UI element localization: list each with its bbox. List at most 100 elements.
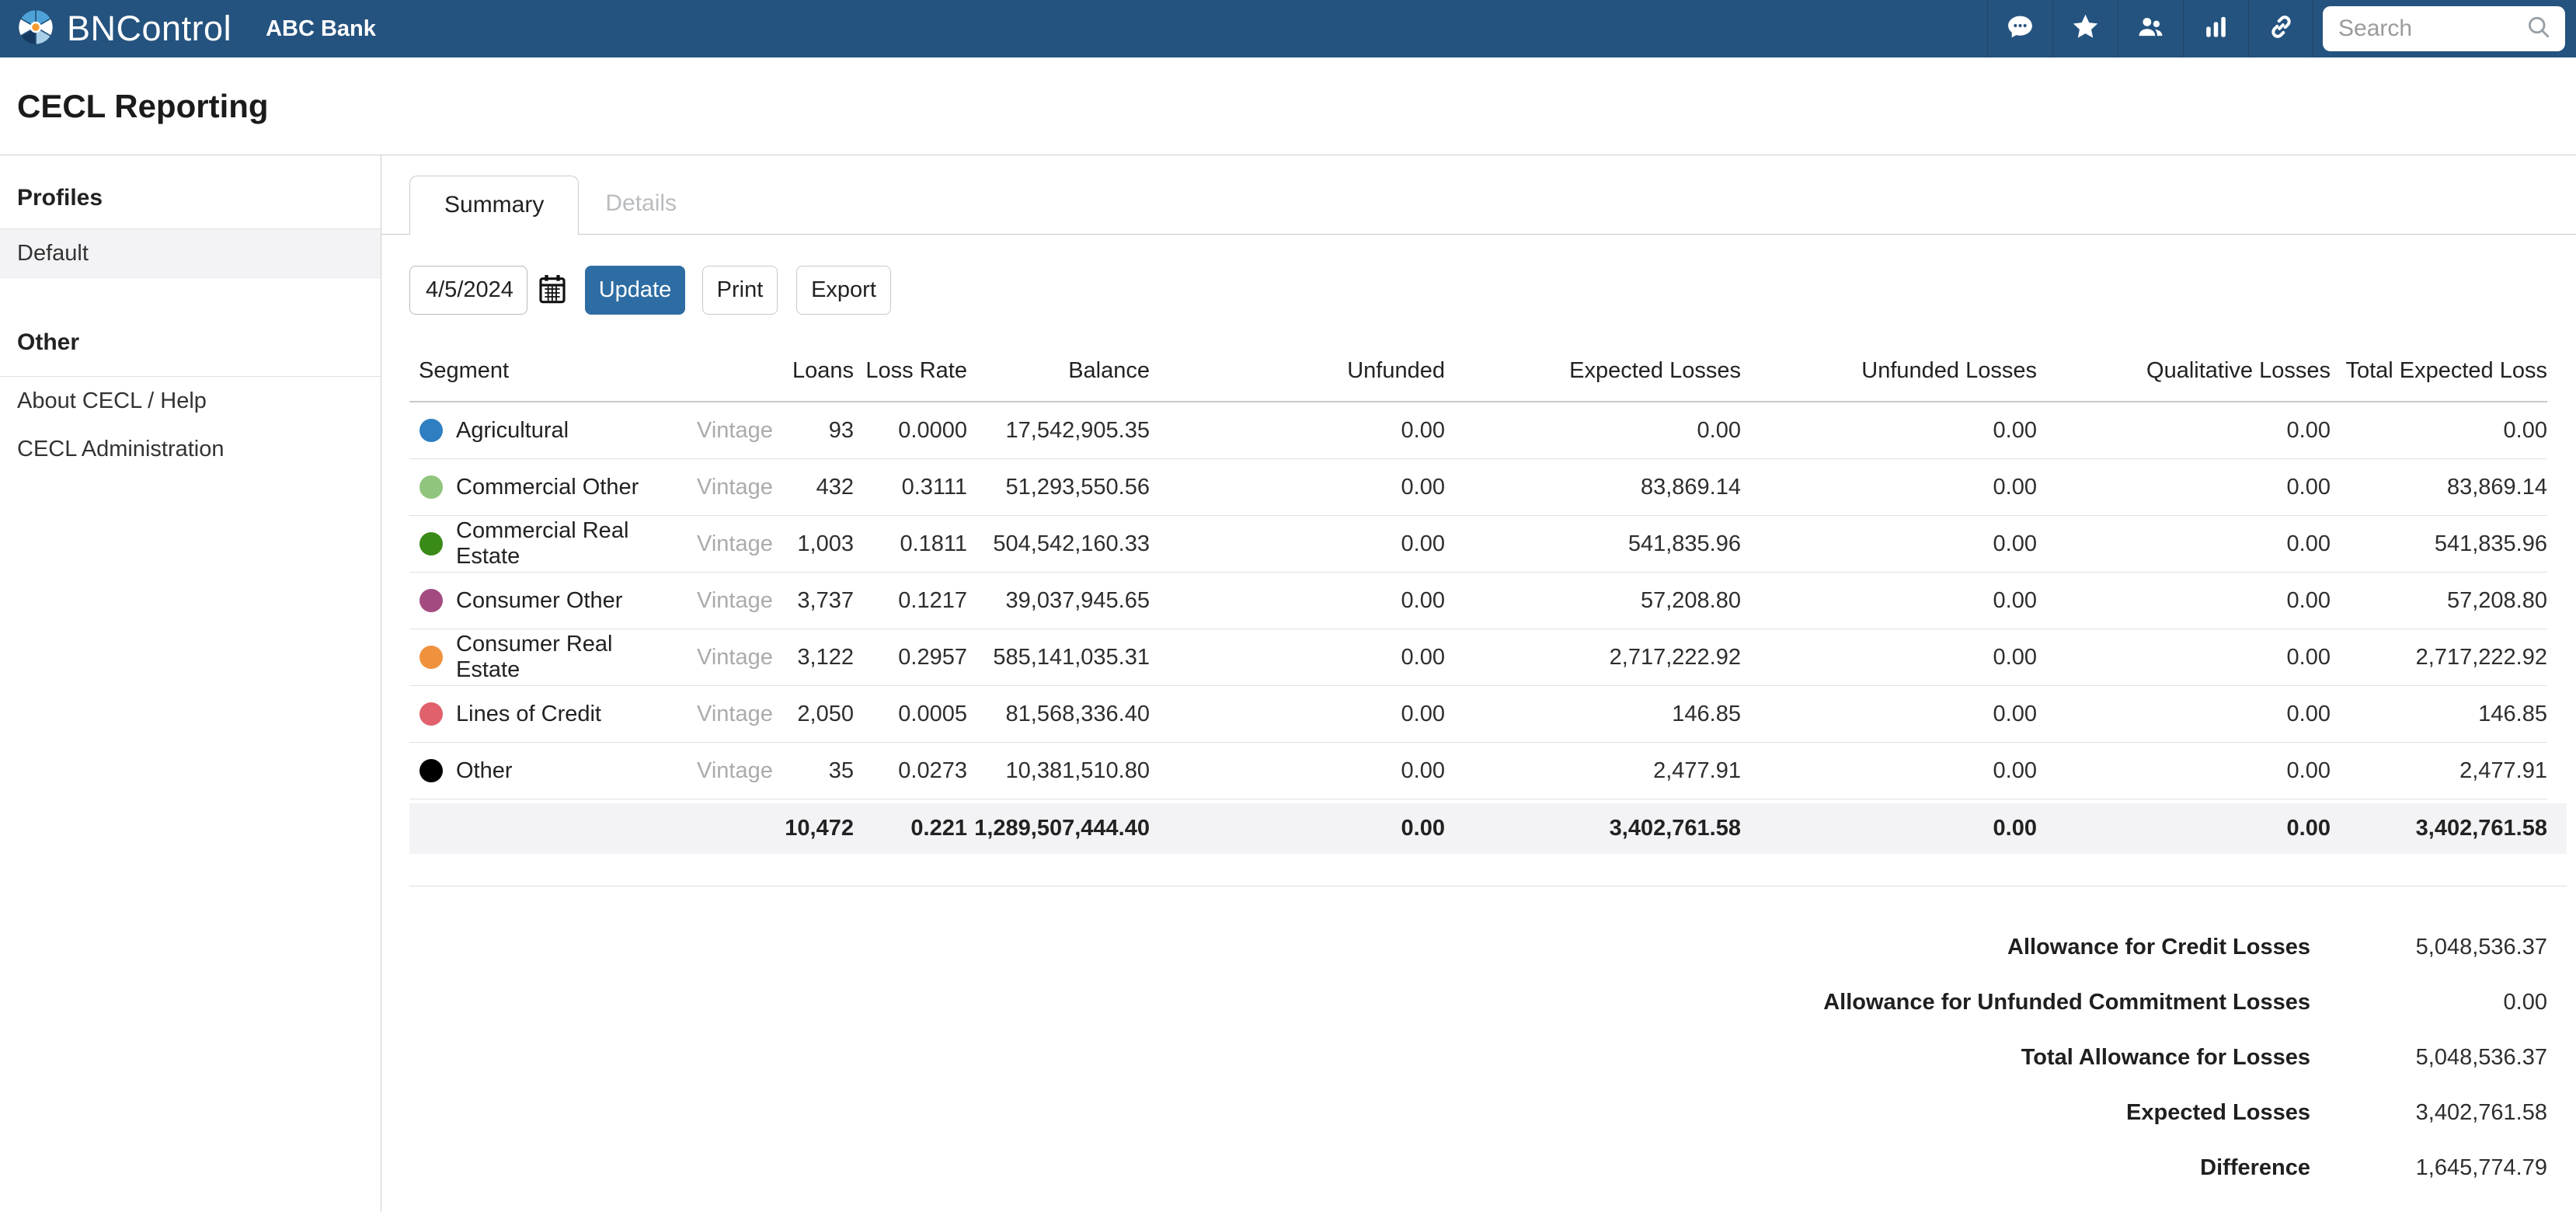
balance-value: 39,037,945.65 xyxy=(1005,587,1150,613)
unfunded-losses-value: 0.00 xyxy=(1993,531,2037,556)
table-row[interactable]: Consumer Real Estate Vintage 3,122 0.295… xyxy=(409,629,2547,686)
qualitative-losses-value: 0.00 xyxy=(2286,644,2331,670)
summary-label: Total Allowance for Losses xyxy=(2021,1045,2310,1070)
summary-row: Expected Losses 3,402,761.58 xyxy=(409,1085,2547,1141)
expected-losses-value: 0.00 xyxy=(1697,417,1741,443)
total-expected-loss-value: 83,869.14 xyxy=(2446,474,2547,500)
summary-row: Total Allowance for Losses 5,048,536.37 xyxy=(409,1030,2547,1085)
links-button[interactable] xyxy=(2248,0,2313,57)
summary-row: Allowance for Credit Losses 5,048,536.37 xyxy=(409,920,2547,975)
segment-color-dot xyxy=(419,419,443,442)
summary-value: 1,645,774.79 xyxy=(2415,1155,2547,1180)
loss-rate-value: 0.0000 xyxy=(898,417,967,443)
print-button[interactable]: Print xyxy=(702,266,778,315)
segment-model-tag: Vintage xyxy=(697,644,773,670)
search-box xyxy=(2323,6,2565,51)
total-expected-loss-value: 57,208.80 xyxy=(2446,587,2547,613)
expected-losses-value: 57,208.80 xyxy=(1640,587,1741,613)
sidebar-item-about-cecl-help[interactable]: About CECL / Help xyxy=(17,388,207,413)
link-icon xyxy=(2267,12,2296,45)
sidebar-divider xyxy=(0,228,381,229)
expected-losses-value: 541,835.96 xyxy=(1627,531,1741,556)
export-button[interactable]: Export xyxy=(796,266,891,315)
unfunded-value: 0.00 xyxy=(1401,644,1445,670)
segment-color-dot xyxy=(419,589,443,612)
sidebar-item-default[interactable]: Default xyxy=(0,229,381,278)
update-button[interactable]: Update xyxy=(585,266,685,315)
expected-losses-value: 146.85 xyxy=(1672,701,1741,726)
balance-value: 10,381,510.80 xyxy=(1005,758,1150,783)
users-button[interactable] xyxy=(2118,0,2183,57)
col-loans: Loans xyxy=(792,357,854,383)
table-row[interactable]: Agricultural Vintage 93 0.0000 17,542,90… xyxy=(409,402,2547,459)
unfunded-losses-value: 0.00 xyxy=(1993,701,2037,726)
totals-total-expected-loss: 3,402,761.58 xyxy=(2415,816,2547,841)
segment-name: Commercial Real Estate xyxy=(456,518,629,569)
segment-color-dot xyxy=(419,646,443,669)
loss-rate-value: 0.1811 xyxy=(900,531,967,556)
summary-row: Allowance for Unfunded Commitment Losses… xyxy=(409,975,2547,1030)
totals-expected-losses: 3,402,761.58 xyxy=(1609,816,1741,841)
table-row[interactable]: Consumer Other Vintage 3,737 0.1217 39,0… xyxy=(409,573,2547,629)
chat-button[interactable] xyxy=(1987,0,2052,57)
loans-value: 3,122 xyxy=(797,644,854,670)
report-date-input[interactable] xyxy=(409,266,527,315)
table-row[interactable]: Commercial Other Vintage 432 0.3111 51,2… xyxy=(409,459,2547,516)
col-expected-losses: Expected Losses xyxy=(1569,357,1741,383)
total-expected-loss-value: 541,835.96 xyxy=(2434,531,2547,556)
table-header: Segment Loans Loss Rate Balance Unfunded… xyxy=(409,340,2547,402)
qualitative-losses-value: 0.00 xyxy=(2286,417,2331,443)
segment-color-dot xyxy=(419,702,443,726)
reports-button[interactable] xyxy=(2183,0,2248,57)
search-icon[interactable] xyxy=(2525,13,2553,45)
loans-value: 93 xyxy=(828,417,854,443)
calendar-button[interactable] xyxy=(535,271,569,310)
loans-value: 3,737 xyxy=(797,587,854,613)
qualitative-losses-value: 0.00 xyxy=(2286,474,2331,500)
segment-model-tag: Vintage xyxy=(697,587,773,613)
star-icon xyxy=(2071,12,2100,45)
unfunded-value: 0.00 xyxy=(1401,758,1445,783)
qualitative-losses-value: 0.00 xyxy=(2286,701,2331,726)
search-input[interactable] xyxy=(2338,16,2525,42)
balance-value: 51,293,550.56 xyxy=(1005,474,1150,500)
table-row[interactable]: Commercial Real Estate Vintage 1,003 0.1… xyxy=(409,516,2547,573)
totals-balance: 1,289,507,444.40 xyxy=(974,816,1150,841)
totals-unfunded: 0.00 xyxy=(1401,816,1445,841)
segment-model-tag: Vintage xyxy=(697,758,773,783)
loss-rate-value: 0.0005 xyxy=(898,701,967,726)
organization-name: ABC Bank xyxy=(266,16,376,41)
table-row[interactable]: Lines of Credit Vintage 2,050 0.0005 81,… xyxy=(409,686,2547,743)
unfunded-losses-value: 0.00 xyxy=(1993,644,2037,670)
report-controls: Update Print Export xyxy=(409,266,2567,315)
unfunded-value: 0.00 xyxy=(1401,587,1445,613)
tab-summary[interactable]: Summary xyxy=(409,176,580,235)
favorites-button[interactable] xyxy=(2052,0,2118,57)
segment-name: Consumer Other xyxy=(456,587,623,613)
unfunded-losses-value: 0.00 xyxy=(1993,417,2037,443)
loss-rate-value: 0.1217 xyxy=(898,587,967,613)
totals-unfunded-losses: 0.00 xyxy=(1993,816,2037,841)
unfunded-value: 0.00 xyxy=(1401,701,1445,726)
qualitative-losses-value: 0.00 xyxy=(2286,587,2331,613)
total-expected-loss-value: 0.00 xyxy=(2503,417,2547,443)
col-unfunded-losses: Unfunded Losses xyxy=(1861,357,2037,383)
users-icon xyxy=(2136,12,2165,45)
sidebar-heading-profiles: Profiles xyxy=(17,185,103,211)
loss-rate-value: 0.0273 xyxy=(898,758,967,783)
brand[interactable]: BNControl xyxy=(16,7,231,51)
segment-model-tag: Vintage xyxy=(697,531,773,556)
total-expected-loss-value: 2,717,222.92 xyxy=(2415,644,2547,670)
segment-model-tag: Vintage xyxy=(697,417,773,443)
tab-details[interactable]: Details xyxy=(605,190,677,216)
unfunded-losses-value: 0.00 xyxy=(1993,758,2037,783)
segment-name: Lines of Credit xyxy=(456,701,601,726)
sidebar-divider xyxy=(0,376,381,377)
brand-name: BNControl xyxy=(67,9,232,48)
table-row[interactable]: Other Vintage 35 0.0273 10,381,510.80 0.… xyxy=(409,743,2547,799)
totals-loss-rate: 0.221 xyxy=(910,816,967,841)
segment-name: Agricultural xyxy=(456,417,569,443)
balance-value: 504,542,160.33 xyxy=(993,531,1150,556)
navbar-actions xyxy=(1987,0,2576,57)
sidebar-item-cecl-administration[interactable]: CECL Administration xyxy=(17,437,225,461)
